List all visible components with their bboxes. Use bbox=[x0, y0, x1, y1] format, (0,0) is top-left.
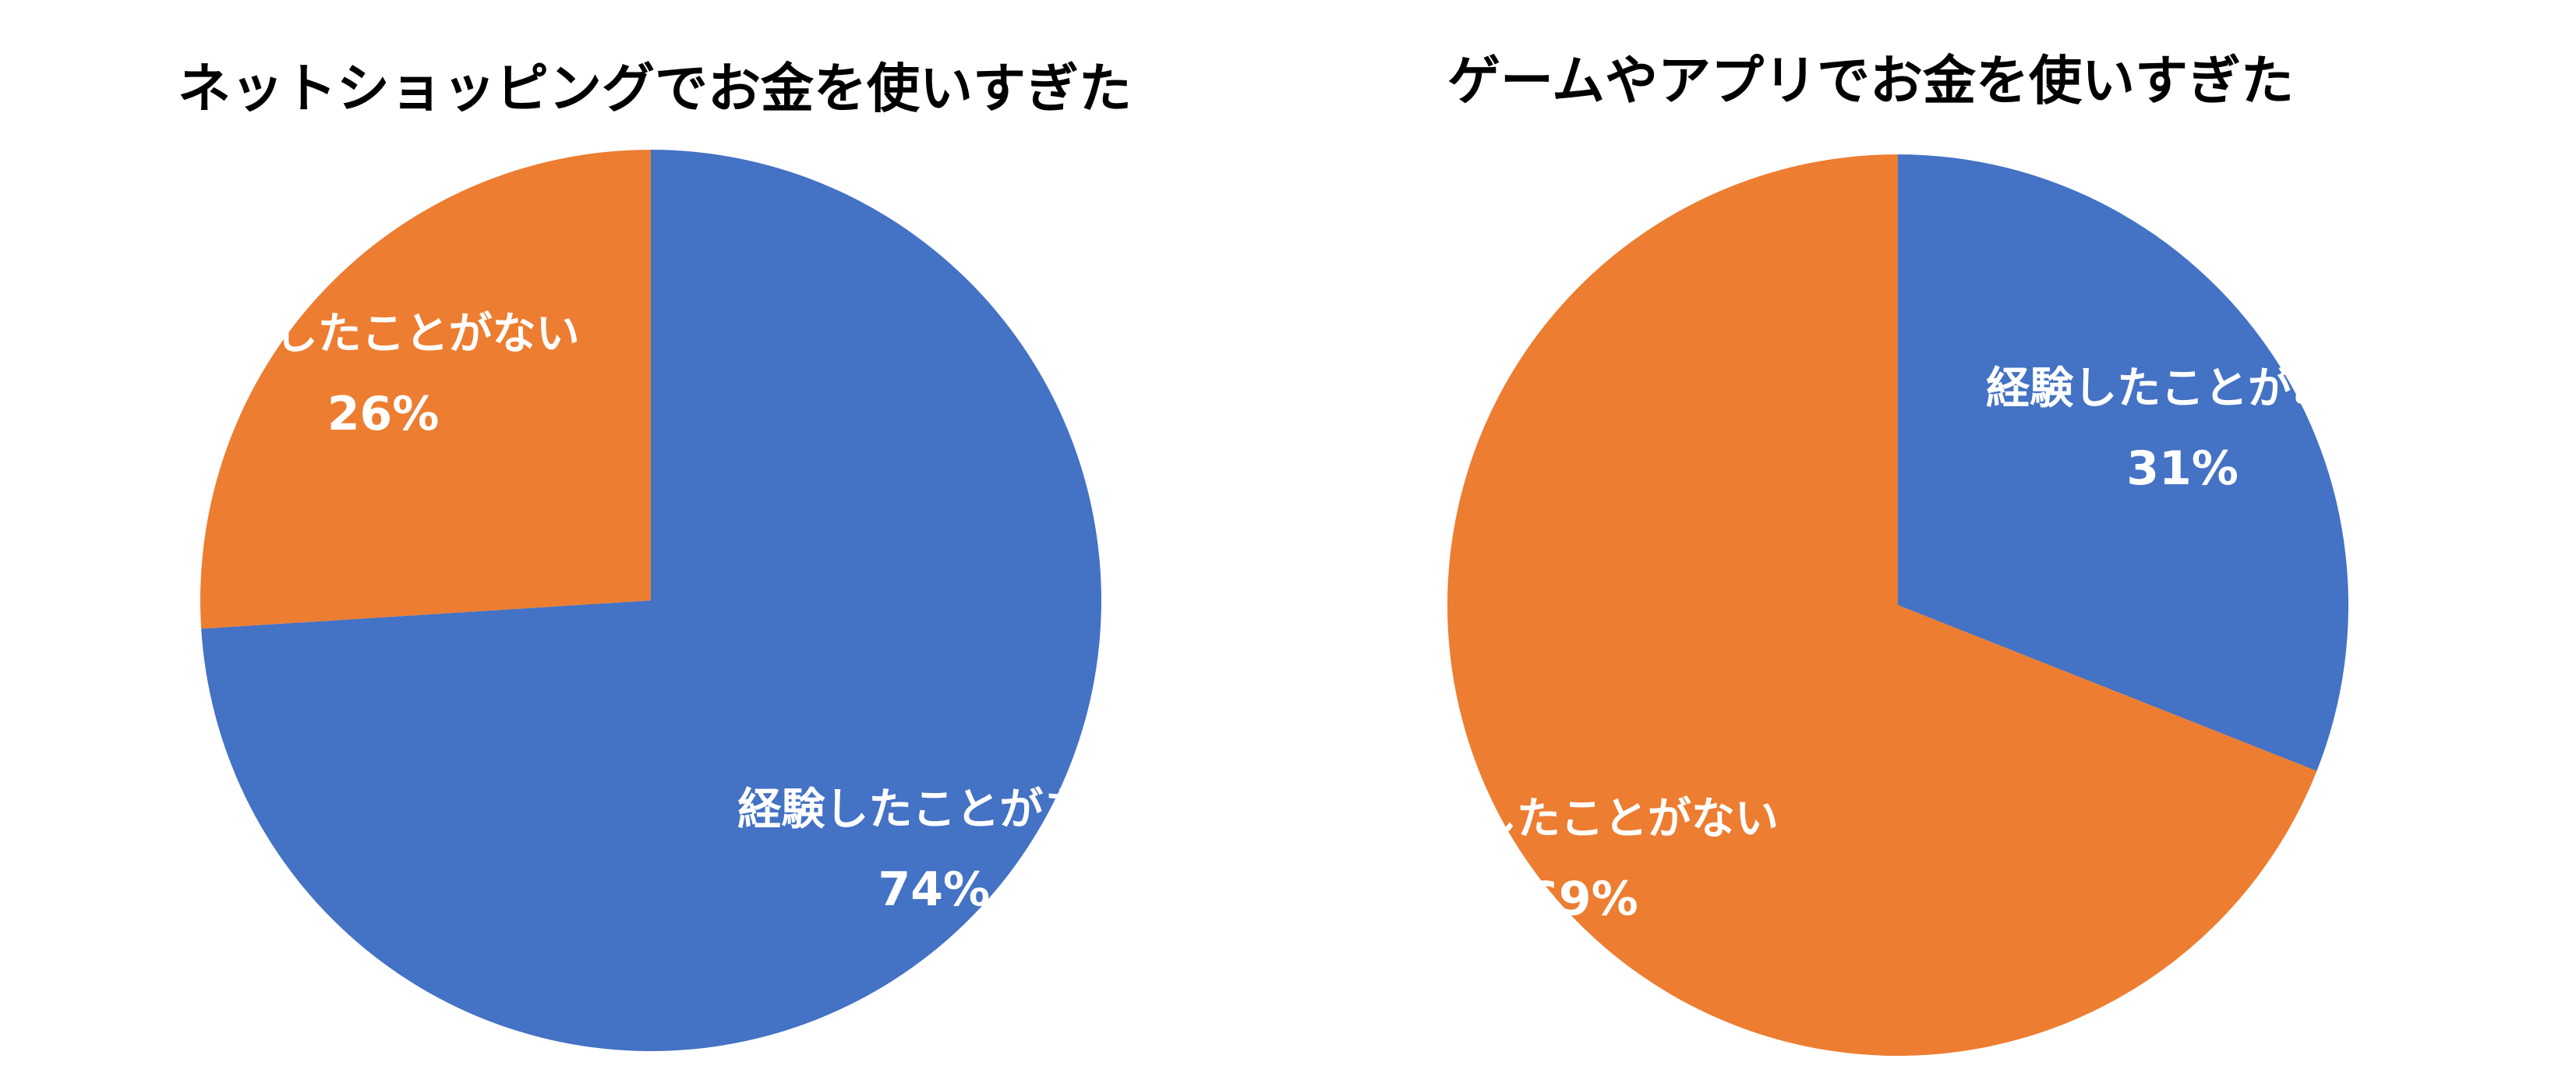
slice-label-games-apps-0: 経験したことがある bbox=[1986, 363, 2379, 414]
pie-slice-games-apps-not-experienced bbox=[1447, 154, 2317, 1056]
slice-label-games-apps-1: 経験したことがない bbox=[1386, 794, 1779, 844]
chart-title-games-apps: ゲームやアプリでお金を使いすぎた bbox=[1447, 51, 2294, 112]
pie-slices-online-shopping bbox=[200, 150, 1102, 1051]
pie-labels-online-shopping: 経験したことがある 74% 経験したことがない 26% bbox=[187, 309, 1131, 917]
slice-value-online-shopping-1: 26% bbox=[327, 387, 440, 441]
chart-title-online-shopping: ネットショッピングでお金を使いすぎた bbox=[178, 58, 1132, 120]
pie-slices-games-apps bbox=[1447, 154, 2348, 1056]
pie-chart-games-apps: ゲームやアプリでお金を使いすぎた 経験したことがある 31% 経験したことがない 69… bbox=[1386, 51, 2379, 1056]
pie-labels-games-apps: 経験したことがある 31% 経験したことがない 69% bbox=[1386, 363, 2379, 926]
pie-slice-games-apps-experienced bbox=[1898, 154, 2348, 771]
slice-value-games-apps-0: 31% bbox=[2126, 441, 2239, 496]
pie-slice-online-shopping-not-experienced bbox=[200, 150, 651, 629]
slice-label-online-shopping-1: 経験したことがない bbox=[187, 309, 580, 359]
pie-slice-online-shopping-experienced bbox=[201, 150, 1102, 1051]
slice-label-online-shopping-0: 経験したことがある bbox=[737, 784, 1130, 835]
slice-value-online-shopping-0: 74% bbox=[878, 862, 991, 917]
pie-chart-online-shopping: ネットショッピングでお金を使いすぎた 経験したことがある 74% 経験したことがない… bbox=[178, 58, 1132, 1051]
slice-value-games-apps-1: 69% bbox=[1526, 872, 1638, 926]
